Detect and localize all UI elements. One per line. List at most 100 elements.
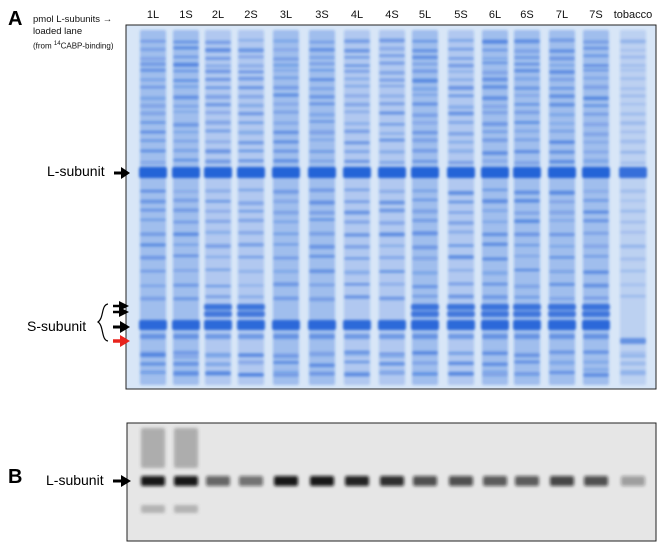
gel-minor-band (620, 220, 646, 224)
gel-minor-band (379, 352, 405, 355)
gel-l-subunit-band (237, 167, 265, 178)
blot-band (206, 476, 230, 486)
gel-minor-band (344, 200, 370, 203)
gel-minor-band (173, 104, 199, 108)
gel-minor-band (273, 355, 299, 359)
gel-minor-band (140, 161, 166, 164)
gel-minor-band (205, 354, 231, 358)
gel-minor-band (549, 270, 575, 273)
gel-minor-band (412, 113, 438, 117)
gel-minor-band (379, 161, 405, 164)
blot-lower-band (141, 505, 165, 513)
gel-minor-band (205, 69, 231, 74)
gel-minor-band (173, 62, 199, 67)
gel-s-subunit-band-upper (582, 311, 610, 317)
gel-minor-band (448, 111, 474, 116)
gel-minor-band (448, 200, 474, 204)
gel-minor-band (549, 190, 575, 195)
gel-minor-band (205, 140, 231, 143)
gel-minor-band (379, 84, 405, 88)
gel-minor-band (173, 122, 199, 127)
gel-minor-band (379, 221, 405, 225)
gel-minor-band (583, 283, 609, 288)
gel-minor-band (412, 55, 438, 60)
gel-minor-band (140, 149, 166, 153)
gel-minor-band (273, 256, 299, 260)
gel-minor-band (379, 38, 405, 43)
gel-minor-band (514, 63, 540, 66)
gel-s-subunit-band-lower (379, 334, 405, 339)
gel-minor-band (379, 282, 405, 286)
gel-minor-band (379, 270, 405, 273)
blot-band (584, 476, 608, 486)
gel-minor-band (344, 160, 370, 163)
gel-minor-band (620, 130, 646, 134)
gel-minor-band (140, 78, 166, 81)
gel-minor-band (379, 190, 405, 193)
s-subunit-label: S-subunit (27, 318, 87, 334)
gel-minor-band (309, 188, 335, 192)
gel-minor-band (238, 86, 264, 89)
l-subunit-arrow-b (113, 475, 131, 487)
gel-minor-band (273, 130, 299, 134)
gel-s-subunit-band-lower (309, 334, 335, 339)
s-subunit-brace (96, 303, 109, 342)
gel-minor-band (238, 70, 264, 74)
gel-s-subunit-band-upper (237, 304, 265, 310)
gel-minor-band (549, 351, 575, 355)
gel-minor-band (412, 93, 438, 96)
gel-minor-band (583, 150, 609, 153)
gel-minor-band (140, 208, 166, 212)
gel-l-subunit-band (513, 167, 541, 178)
gel-minor-band (448, 269, 474, 272)
gel-minor-band (238, 243, 264, 247)
gel-minor-band (549, 77, 575, 82)
gel-minor-band (412, 361, 438, 365)
gel-s-subunit-band-lower (273, 334, 299, 339)
gel-minor-band (549, 210, 575, 215)
gel-minor-band (583, 40, 609, 44)
gel-minor-band (583, 85, 609, 90)
gel-minor-band (140, 121, 166, 124)
gel-minor-band (379, 102, 405, 105)
gel-minor-band (412, 138, 438, 143)
gel-minor-band (205, 94, 231, 99)
pmol-note-line3-prefix: (from (33, 41, 54, 51)
blot-band (413, 476, 437, 486)
gel-minor-band (140, 111, 166, 115)
gel-minor-band (482, 257, 508, 261)
gel-minor-band (482, 220, 508, 224)
gel-s-subunit-band-upper (411, 311, 439, 317)
gel-minor-band (583, 231, 609, 235)
gel-minor-band (140, 370, 166, 374)
gel-minor-band (379, 256, 405, 259)
gel-minor-band (620, 139, 646, 144)
gel-minor-band (514, 244, 540, 247)
gel-minor-band (549, 360, 575, 365)
gel-minor-band (309, 130, 335, 135)
gel-minor-band (344, 295, 370, 299)
gel-minor-band (482, 151, 508, 155)
blot-band (141, 476, 165, 486)
gel-minor-band (273, 361, 299, 364)
gel-minor-band (205, 200, 231, 203)
gel-minor-band (205, 40, 231, 45)
gel-minor-band (583, 373, 609, 377)
gel-lane-smear (583, 30, 609, 385)
gel-minor-band (583, 104, 609, 107)
lane-label: 4L (350, 9, 364, 21)
blot-band (274, 476, 298, 486)
gel-minor-band (140, 189, 166, 193)
gel-minor-band (549, 56, 575, 61)
lane-label: 1L (146, 9, 160, 21)
gel-minor-band (173, 158, 199, 162)
gel-s-subunit-band-upper (204, 304, 232, 310)
gel-minor-band (514, 103, 540, 106)
gel-minor-band (238, 112, 264, 116)
gel-minor-band (379, 296, 405, 301)
gel-minor-band (173, 208, 199, 213)
gel-s-subunit-band-upper (204, 311, 232, 317)
lane-label: 5S (454, 9, 468, 21)
gel-minor-band (482, 362, 508, 366)
gel-minor-band (549, 297, 575, 300)
